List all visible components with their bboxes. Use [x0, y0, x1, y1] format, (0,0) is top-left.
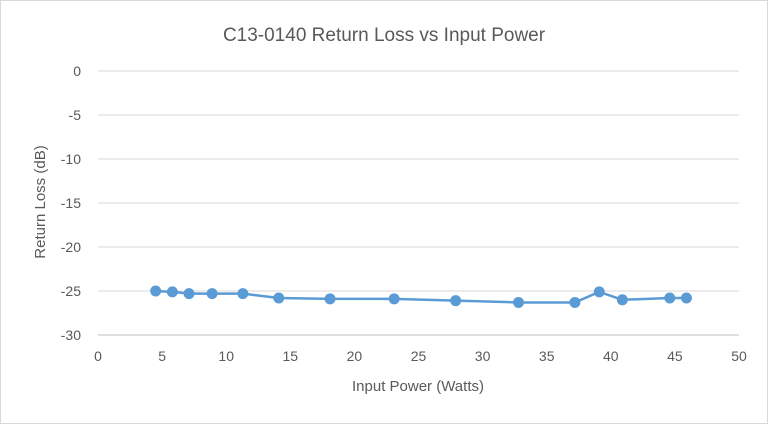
x-tick-label: 45 [667, 348, 683, 364]
y-axis-title: Return Loss (dB) [32, 145, 49, 258]
y-axis-ticks: 0 -5 -10 -15 -20 -25 -30 [61, 63, 81, 343]
data-point [664, 292, 676, 304]
x-tick-label: 5 [158, 348, 166, 364]
series-group [150, 285, 692, 308]
x-axis-ticks: 0 5 10 15 20 25 30 35 40 45 50 [94, 348, 747, 364]
data-point [388, 293, 400, 305]
x-tick-label: 50 [731, 348, 747, 364]
y-tick-label: -25 [61, 283, 81, 299]
x-tick-label: 20 [347, 348, 363, 364]
y-tick-label: 0 [73, 63, 81, 79]
y-tick-label: -15 [61, 195, 81, 211]
data-point [273, 292, 285, 304]
x-tick-label: 15 [283, 348, 299, 364]
data-point [593, 286, 605, 298]
data-point [324, 293, 336, 305]
x-tick-label: 40 [603, 348, 619, 364]
x-tick-label: 25 [411, 348, 427, 364]
y-tick-label: -10 [61, 151, 81, 167]
data-point [166, 286, 178, 298]
data-point [450, 295, 462, 307]
data-point [237, 288, 249, 300]
x-tick-label: 10 [218, 348, 234, 364]
y-tick-label: -30 [61, 327, 81, 343]
x-tick-label: 35 [539, 348, 555, 364]
x-axis-title: Input Power (Watts) [352, 378, 484, 395]
data-point [183, 288, 195, 300]
data-point [512, 296, 524, 308]
data-point [569, 296, 581, 308]
chart-title: C13-0140 Return Loss vs Input Power [223, 25, 546, 46]
x-tick-label: 0 [94, 348, 102, 364]
data-point [680, 292, 692, 304]
x-tick-label: 30 [475, 348, 491, 364]
y-tick-label: -20 [61, 239, 81, 255]
data-point [206, 288, 218, 300]
data-point [616, 294, 628, 306]
data-point [150, 285, 162, 297]
series-line [155, 289, 687, 304]
y-tick-label: -5 [69, 107, 82, 123]
gridlines [98, 70, 739, 292]
